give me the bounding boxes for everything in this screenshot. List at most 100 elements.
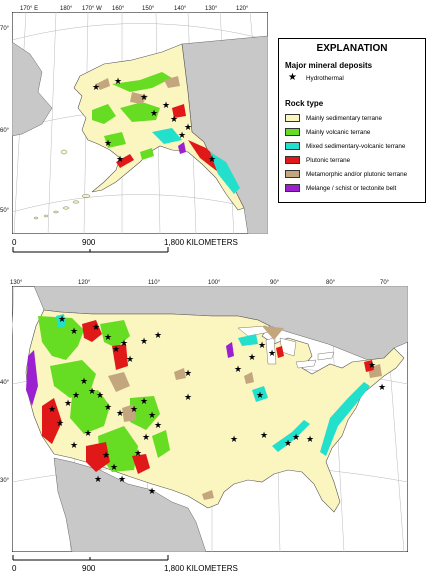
legend-item-melange: Melange / schist or tectonite belt [285, 183, 396, 193]
great-lakes [237, 325, 335, 369]
conus-rock-units [26, 314, 382, 500]
deposit-star-icon: ★ [140, 337, 148, 347]
scale-mid-label: 900 [82, 238, 96, 247]
deposit-star-icon: ★ [378, 383, 386, 393]
deposit-star-icon: ★ [110, 463, 118, 473]
deposit-star-icon: ★ [94, 475, 102, 485]
deposits-heading: Major mineral deposits [285, 61, 373, 70]
deposit-star-icon: ★ [140, 397, 148, 407]
deposit-star-icon: ★ [58, 315, 66, 325]
deposit-star-icon: ★ [230, 435, 238, 445]
conus-lat-label: 30° [0, 478, 10, 484]
swatch-sedimentary [285, 114, 300, 122]
legend-label: Mainly sedimentary terrane [306, 114, 382, 122]
deposit-star-icon: ★ [96, 391, 104, 401]
legend-label: Metamorphic and/or plutonic terrane [306, 170, 408, 178]
deposit-star-icon: ★ [134, 449, 142, 459]
deposit-star-icon: ★ [140, 93, 148, 103]
conus-lon-label: 90° [270, 280, 280, 286]
swatch-plutonic [285, 156, 300, 164]
conus-lat-label: 40° [0, 380, 10, 386]
conus-map: ★ ★ ★ ★ ★ ★ ★ ★ ★ ★ ★ ★ ★ ★ ★ ★ ★ ★ ★ ★ … [12, 286, 408, 552]
alaska-deposits: ★ ★ ★ ★ ★ ★ ★ ★ ★ ★ ★ [92, 77, 216, 165]
swatch-mixed [285, 142, 300, 150]
alaska-lat-label: 60° [0, 128, 10, 134]
deposit-star-icon: ★ [92, 83, 100, 93]
deposit-star-icon: ★ [102, 451, 110, 461]
alaska-lon-label: 160° [112, 6, 125, 12]
conus-lon-label: 70° [380, 280, 390, 286]
legend-label: Mixed sedimentary-volcanic terrane [306, 142, 406, 150]
alaska-scale-bar: 0 900 1,800 KILOMETERS [12, 236, 242, 256]
deposit-star-icon: ★ [70, 441, 78, 451]
legend-item-sedimentary: Mainly sedimentary terrane [285, 113, 382, 123]
conus-lon-label: 100° [208, 280, 221, 286]
legend-label: Hydrothermal [306, 74, 344, 82]
deposit-star-icon: ★ [84, 429, 92, 439]
scale-zero-label: 0 [12, 238, 17, 247]
alaska-lon-label: 150° [142, 6, 155, 12]
deposit-star-icon: ★ [126, 355, 134, 365]
deposit-star-icon: ★ [184, 369, 192, 379]
scale-end-label: 1,800 KILOMETERS [164, 564, 238, 573]
deposit-star-icon: ★ [368, 361, 376, 371]
swatch-melange [285, 184, 300, 192]
deposit-star-icon: ★ [72, 391, 80, 401]
conus-lon-label: 80° [326, 280, 336, 286]
alaska-lon-label: 140° [174, 6, 187, 12]
legend-item-mixed: Mixed sedimentary-volcanic terrane [285, 141, 405, 151]
deposit-star-icon: ★ [70, 327, 78, 337]
scale-bar-line [12, 247, 169, 253]
deposit-star-icon: ★ [56, 419, 64, 429]
legend-label: Melange / schist or tectonite belt [306, 184, 397, 192]
deposit-star-icon: ★ [268, 349, 276, 359]
deposit-star-icon: ★ [256, 391, 264, 401]
scale-zero-label: 0 [12, 564, 17, 573]
alaska-lon-label: 180° [60, 6, 73, 12]
alaska-lon-label: 130° [205, 6, 218, 12]
deposit-star-icon: ★ [150, 109, 158, 119]
deposit-star-icon: ★ [142, 433, 150, 443]
deposit-star-icon: ★ [292, 433, 300, 443]
alaska-lon-label: 170° W [82, 6, 102, 12]
deposit-star-icon: ★ [88, 387, 96, 397]
deposit-star-icon: ★ [104, 403, 112, 413]
scale-end-label: 1,800 KILOMETERS [164, 238, 238, 247]
deposit-star-icon: ★ [248, 353, 256, 363]
conus-deposits: ★ ★ ★ ★ ★ ★ ★ ★ ★ ★ ★ ★ ★ ★ ★ ★ ★ ★ ★ ★ … [48, 315, 386, 497]
deposit-star-icon: ★ [92, 323, 100, 333]
aleutian-islands [33, 149, 91, 220]
deposit-star-icon: ★ [116, 155, 124, 165]
conus-lon-label: 120° [78, 280, 91, 286]
deposit-star-icon: ★ [148, 487, 156, 497]
deposit-star-icon: ★ [306, 435, 314, 445]
legend-box: EXPLANATION Major mineral deposits ★ Hyd… [278, 38, 426, 203]
alaska-lon-label: 120° [236, 6, 249, 12]
deposit-star-icon: ★ [154, 331, 162, 341]
deposit-star-icon: ★ [162, 101, 170, 111]
mexico-landmass [53, 457, 207, 552]
russia-landmass [12, 41, 53, 137]
legend-item-metamorphic: Metamorphic and/or plutonic terrane [285, 169, 407, 179]
alaska-lat-label: 50° [0, 208, 10, 214]
alaska-rock-units [92, 72, 240, 194]
conus-lon-label: 130° [10, 280, 23, 286]
deposit-star-icon: ★ [154, 421, 162, 431]
legend-label: Plutonic terrane [306, 156, 351, 164]
deposit-star-icon: ★ [208, 155, 216, 165]
star-icon: ★ [288, 72, 297, 83]
deposit-star-icon: ★ [80, 377, 88, 387]
conus-lon-label: 110° [148, 280, 160, 286]
conus-scale-bar: 0 900 1,800 KILOMETERS [12, 555, 242, 576]
deposit-star-icon: ★ [112, 345, 120, 355]
deposit-star-icon: ★ [104, 333, 112, 343]
swatch-volcanic [285, 128, 300, 136]
swatch-metamorphic [285, 170, 300, 178]
legend-label: Mainly volcanic terrane [306, 128, 371, 136]
rock-type-heading: Rock type [285, 99, 324, 108]
legend-item-volcanic: Mainly volcanic terrane [285, 127, 370, 137]
deposit-star-icon: ★ [178, 131, 186, 141]
deposit-star-icon: ★ [170, 115, 178, 125]
legend-item-plutonic: Plutonic terrane [285, 155, 350, 165]
scale-mid-label: 900 [82, 564, 96, 573]
